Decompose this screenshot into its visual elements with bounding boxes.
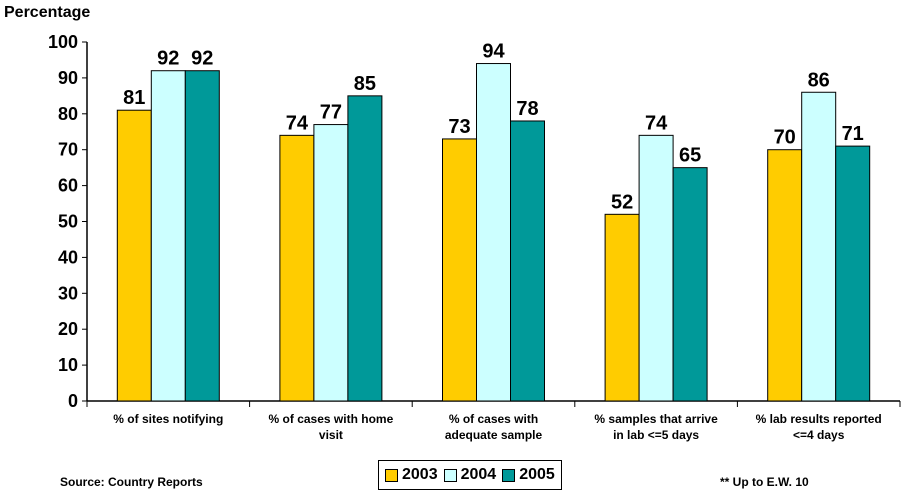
y-tick-label-100: 100	[48, 32, 78, 52]
data-label-2005-cat-0: 92	[191, 48, 213, 70]
category-label-0-line-0: % of sites notifying	[113, 412, 223, 426]
y-tick-label-80: 80	[58, 104, 78, 124]
data-label-2003-cat-0: 81	[123, 87, 145, 109]
bar-2003-cat-2	[442, 138, 477, 402]
y-tick-label-60: 60	[58, 176, 78, 196]
category-label-3-line-1: in lab <=5 days	[613, 428, 699, 442]
bar-2003-cat-0	[116, 109, 152, 402]
bar-2005-cat-2	[510, 120, 545, 402]
data-label-2004-cat-3: 74	[645, 112, 668, 134]
data-label-2005-cat-2: 78	[516, 98, 538, 120]
legend-item-2005: 2005	[502, 466, 555, 484]
y-tick-label-30: 30	[58, 283, 78, 303]
bar-2004-cat-4	[801, 91, 837, 402]
category-label-4-line-0: % lab results reported	[756, 412, 882, 426]
data-label-2004-cat-2: 94	[482, 41, 505, 63]
bar-2005-cat-0	[184, 70, 220, 402]
category-label-2-line-0: % of cases with	[449, 412, 538, 426]
bar-2003-cat-4	[767, 149, 803, 402]
y-tick-label-10: 10	[58, 355, 78, 375]
bar-2004-cat-1	[313, 124, 349, 402]
data-label-2003-cat-2: 73	[448, 116, 470, 138]
bar-2003-cat-3	[604, 213, 640, 402]
data-label-2003-cat-4: 70	[774, 127, 796, 149]
source-note: Source: Country Reports	[60, 475, 203, 489]
legend: 2003 2004 2005	[378, 460, 562, 490]
legend-item-2003: 2003	[385, 466, 438, 484]
category-label-1-line-1: visit	[319, 428, 343, 442]
y-tick-label-0: 0	[68, 391, 78, 411]
bar-2003-cat-1	[279, 134, 315, 402]
category-label-2-line-1: adequate sample	[445, 428, 543, 442]
category-label-4-line-1: <=4 days	[793, 428, 845, 442]
y-tick-label-70: 70	[58, 140, 78, 160]
legend-item-2004: 2004	[443, 466, 497, 484]
legend-label-2004: 2004	[460, 466, 497, 483]
data-label-2005-cat-4: 71	[842, 123, 864, 145]
y-axis-title: Percentage	[4, 4, 91, 21]
bar-2004-cat-2	[476, 63, 511, 402]
data-label-2003-cat-1: 74	[286, 112, 309, 134]
bar-2004-cat-0	[150, 70, 186, 402]
bar-2004-cat-3	[638, 134, 674, 402]
category-label-1-line-0: % of cases with home	[269, 412, 394, 426]
data-label-2005-cat-1: 85	[354, 73, 376, 95]
legend-swatch-2005	[502, 468, 516, 482]
data-label-2004-cat-0: 92	[157, 48, 179, 70]
y-tick-label-20: 20	[58, 319, 78, 339]
bar-2005-cat-4	[835, 145, 871, 402]
bar-chart: 0 10 20 30 40 50 60 70 80 90 100 81 92 92 % of sites n…	[48, 32, 901, 442]
data-label-2004-cat-1: 77	[320, 102, 342, 124]
data-label-2004-cat-4: 86	[808, 69, 830, 91]
footnote: ** Up to E.W. 10	[720, 475, 809, 489]
data-label-2005-cat-3: 65	[679, 145, 701, 167]
bar-2005-cat-3	[672, 167, 708, 402]
bar-2005-cat-1	[347, 95, 383, 402]
legend-label-2003: 2003	[402, 466, 438, 483]
legend-label-2005: 2005	[519, 466, 555, 483]
y-tick-label-90: 90	[58, 68, 78, 88]
y-tick-label-40: 40	[58, 247, 78, 267]
legend-swatch-2004	[443, 468, 457, 482]
legend-swatch-2003	[385, 468, 398, 482]
data-label-2003-cat-3: 52	[611, 191, 633, 213]
y-tick-label-50: 50	[58, 212, 78, 232]
category-label-3-line-0: % samples that arrive	[594, 412, 718, 426]
